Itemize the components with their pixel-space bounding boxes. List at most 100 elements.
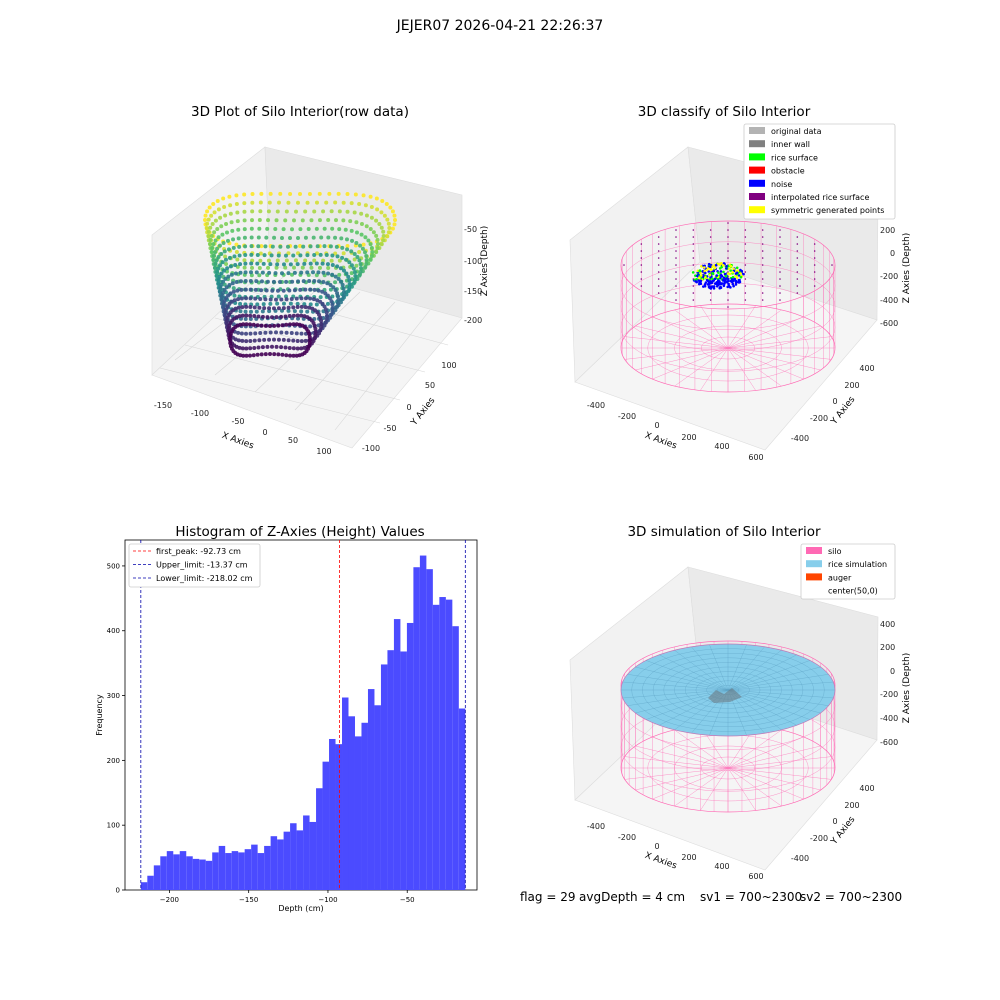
interpolated-point [709,257,712,259]
raw-point [295,338,300,343]
raw-point [292,218,296,223]
raw-point [270,344,274,349]
raw-point [232,254,237,259]
raw-point [255,252,260,257]
raw-point [213,238,218,243]
raw-point [228,338,232,342]
classified-point [713,266,717,270]
raw-point [274,265,279,270]
histogram-bar [309,821,317,890]
raw-point [316,270,321,275]
interpolated-point [761,299,764,301]
cls-ztick: 0 [890,249,895,258]
raw-point [328,283,333,287]
raw-point [330,306,335,310]
raw-point [311,297,316,302]
raw-point [324,310,329,315]
raw-point [276,323,281,328]
interpolated-point [640,285,643,287]
raw-point [335,254,340,259]
raw-point [350,238,355,243]
raw-point [221,196,226,201]
raw-point [219,224,224,229]
raw-point [307,191,312,196]
legend-label: interpolated rice surface [771,193,869,202]
raw-point [299,296,304,301]
raw-point [349,271,354,276]
classified-point [719,285,722,289]
raw-point [328,244,333,249]
sim-xtick: 400 [714,862,729,871]
y-tick-label: 0 [116,887,120,895]
raw-ztick: -200 [464,316,482,325]
interpolated-point [779,257,781,259]
interpolated-point [813,285,816,287]
raw-point [347,285,352,290]
histogram-bar [458,708,466,890]
interpolated-point [744,264,747,266]
histogram-bar [413,567,420,890]
footer-sv2: sv2 = 700~2300 [800,890,903,904]
classified-point [707,282,711,286]
raw-point [306,227,311,232]
rice-mesh-spoke [627,674,729,691]
interpolated-point [675,299,677,301]
raw-point [206,229,211,234]
raw-point [314,226,319,231]
raw-point [370,250,375,254]
histogram-ticks: −200 −150 −100 −50 0 100 200 300 400 500 [107,562,415,904]
raw-point [276,294,281,299]
raw-point [238,262,243,267]
raw-point [249,270,253,275]
raw-point [324,200,329,205]
raw-point [269,253,274,258]
raw-point [326,235,331,240]
classified-point [709,287,713,290]
classified-point [727,282,730,286]
raw-point [279,314,284,319]
raw-point [354,220,359,225]
classified-point [708,265,712,269]
raw-point [228,264,233,269]
classified-point [711,265,714,268]
classified-point [712,269,716,273]
raw-point [232,298,237,303]
raw-point [318,315,323,320]
raw-point [227,194,232,199]
raw-point [223,254,228,259]
sim-xtick: 0 [654,842,659,851]
histogram-bar [387,650,394,890]
raw-point [308,261,313,266]
raw-point [316,288,321,293]
legend-label: Upper_limit: -13.37 cm [156,561,248,570]
raw-point [253,287,258,292]
raw-point [284,330,289,335]
raw-point [249,235,254,240]
raw-point [354,263,359,268]
raw-point [248,278,253,283]
rice-mesh-spoke [727,644,747,691]
raw-point [305,200,310,205]
raw-point [223,257,228,262]
raw-point [236,338,241,343]
raw-point [231,286,236,291]
cls-xtick: 600 [748,453,763,462]
raw-point [302,261,307,266]
legend-label: center(50,0) [828,587,878,596]
raw-point [333,200,338,205]
rice-mesh-spoke [635,666,729,691]
legend-label: silo [828,547,842,556]
raw-point [288,236,292,240]
raw-point [265,279,270,284]
classified-point [735,271,739,275]
raw-point [331,285,336,290]
raw-point [254,279,259,284]
classified-point [705,278,709,282]
raw-point [344,257,349,262]
raw-point [341,200,346,205]
histogram-bar [342,697,349,890]
raw-point [358,262,363,267]
histogram-bar [218,845,226,890]
raw-point [318,295,323,300]
raw-point [236,297,241,302]
